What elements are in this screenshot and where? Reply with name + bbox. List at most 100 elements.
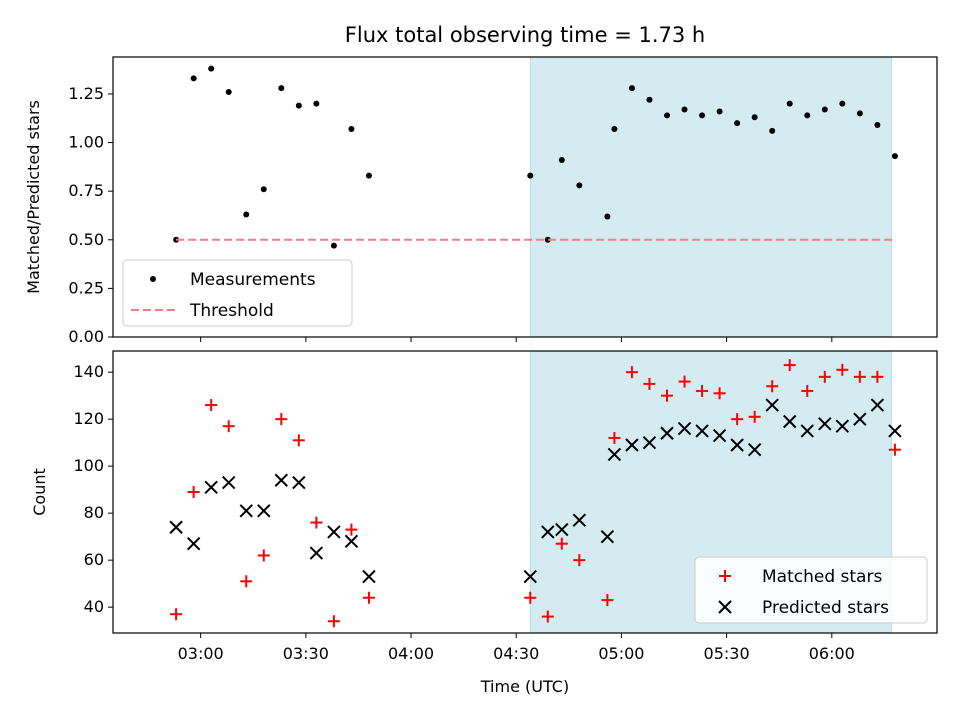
predicted-point	[362, 569, 376, 584]
predicted-point	[292, 475, 306, 490]
predicted-point	[835, 419, 850, 433]
x-axis-label: Time (UTC)	[480, 677, 569, 696]
y-axis-label: Count	[30, 468, 49, 516]
matched-point	[678, 375, 691, 388]
x-tick-label: 03:00	[178, 644, 224, 663]
measurement-point	[190, 75, 197, 82]
top-panel: 0.00 0.25 0.50 0.75 1.00 1.25 Matched/Predicte…	[24, 56, 938, 346]
legend-label: Threshold	[189, 301, 274, 321]
predicted-point	[695, 424, 709, 438]
y-tick-label: 120	[73, 409, 104, 428]
matched-point	[524, 591, 537, 604]
x-tick-label: 05:30	[704, 644, 750, 663]
predicted-mark-b	[783, 414, 797, 429]
predicted-mark-b	[541, 525, 555, 539]
predicted-point	[607, 447, 622, 462]
predicted-mark-b	[257, 504, 271, 518]
predicted-mark-b	[169, 520, 183, 534]
y-tick-label: 140	[73, 362, 104, 381]
predicted-mark-b	[555, 522, 569, 537]
matched-point	[187, 486, 200, 498]
predicted-mark-b	[677, 421, 692, 436]
predicted-mark-b	[712, 428, 727, 443]
predicted-point	[818, 417, 832, 431]
predicted-mark-b	[607, 447, 622, 462]
measurement-point	[769, 127, 776, 134]
axes-frame	[112, 56, 938, 338]
predicted-point	[257, 504, 271, 518]
matched-point	[573, 554, 586, 567]
predicted-point	[274, 473, 289, 487]
measurement-point	[558, 157, 565, 164]
matched-point	[871, 370, 884, 383]
matched-point	[888, 443, 901, 456]
predicted-point	[309, 546, 324, 560]
matched-point	[240, 575, 253, 588]
predicted-mark-b	[204, 480, 218, 495]
matched-point	[713, 387, 726, 400]
x-tick-label: 04:30	[493, 644, 539, 663]
y-tick-label: 0.00	[68, 327, 104, 346]
legend-box	[694, 556, 928, 624]
predicted-point	[169, 520, 183, 534]
matched-point	[222, 420, 235, 433]
legend-measurement-swatch	[150, 276, 156, 282]
predicted-mark-b	[853, 412, 867, 426]
predicted-point	[555, 522, 569, 537]
y-axis-label: Matched/Predicted stars	[24, 100, 43, 294]
matched-point	[292, 434, 305, 447]
predicted-point	[747, 442, 762, 457]
measurement-point	[243, 211, 250, 218]
x-tick-label: 03:30	[283, 644, 329, 663]
measurement-point	[716, 108, 723, 115]
legend-label: Predicted stars	[762, 598, 889, 618]
y-tick-label: 1.25	[68, 84, 104, 103]
predicted-mark-b	[600, 529, 615, 544]
measurement-point	[604, 213, 611, 220]
measurement-point	[365, 172, 372, 179]
measurement-point	[751, 114, 758, 121]
predicted-point	[204, 480, 218, 495]
predicted-point	[765, 398, 779, 412]
matched-point	[205, 399, 218, 412]
predicted-mark-b	[625, 438, 639, 452]
matched-point	[836, 363, 849, 376]
predicted-point	[800, 424, 814, 438]
measurement-point	[821, 106, 828, 113]
matched-point	[643, 377, 656, 390]
matched-point	[766, 380, 779, 393]
measurement-point	[839, 100, 846, 107]
x-tick-label: 06:00	[809, 644, 855, 663]
measurement-point	[699, 112, 706, 119]
measurement-point	[681, 106, 688, 113]
predicted-mark-b	[523, 569, 537, 584]
x-tick-label: 05:00	[598, 644, 644, 663]
predicted-point	[888, 424, 902, 438]
matched-point	[310, 516, 323, 529]
matched-point	[345, 523, 358, 536]
predicted-mark-b	[309, 546, 324, 560]
predicted-mark-b	[765, 398, 779, 412]
legend-box	[122, 259, 353, 327]
legend-predicted-swatch-b	[718, 600, 732, 614]
predicted-point	[344, 534, 359, 549]
predicted-mark-b	[800, 424, 814, 438]
predicted-point	[712, 428, 727, 443]
axes-frame	[112, 350, 938, 634]
predicted-point	[730, 438, 744, 452]
y-tick-label: 0.25	[68, 278, 104, 297]
measurement-point	[786, 100, 793, 107]
predicted-mark-b	[835, 419, 850, 433]
predicted-point	[186, 536, 201, 551]
matched-point	[748, 410, 761, 423]
measurement-point	[734, 120, 741, 127]
bottom-panel: 40 60 80 100 120 140 03:00 03:30 04:00 04:30 05:00…	[30, 350, 938, 663]
y-tick-label: 0.75	[68, 181, 104, 200]
matched-point	[853, 370, 866, 383]
measurement-point	[544, 236, 551, 243]
matched-point	[661, 389, 674, 402]
y-tick-label: 1.00	[68, 133, 104, 152]
matched-point	[327, 615, 340, 628]
matched-point	[783, 359, 796, 372]
